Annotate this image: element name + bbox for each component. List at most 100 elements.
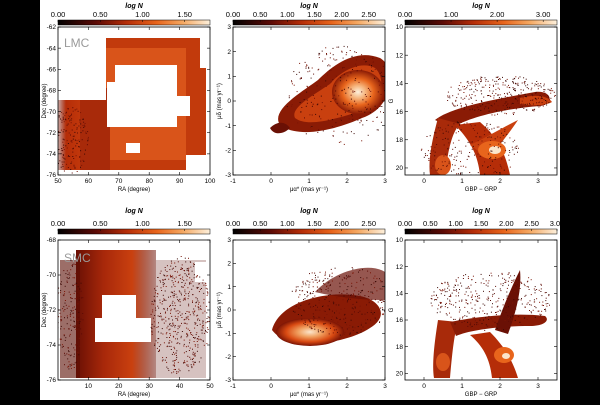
- speckle: [325, 80, 327, 82]
- speckle: [66, 353, 68, 355]
- speckle: [455, 306, 457, 308]
- speckle: [350, 88, 352, 90]
- speckle: [198, 309, 200, 311]
- speckle: [464, 320, 466, 322]
- speckle: [514, 78, 516, 80]
- speckle: [547, 303, 549, 304]
- speckle: [185, 351, 187, 353]
- speckle: [515, 314, 517, 316]
- speckle: [177, 361, 179, 363]
- speckle: [507, 298, 509, 299]
- speckle: [460, 89, 462, 91]
- speckle: [154, 344, 156, 346]
- speckle: [456, 97, 458, 99]
- speckle: [476, 80, 478, 81]
- speckle: [307, 280, 309, 282]
- speckle: [351, 105, 353, 107]
- speckle: [425, 155, 426, 157]
- speckle: [504, 95, 506, 97]
- speckle: [326, 286, 327, 288]
- y-tick-label: -1: [225, 331, 231, 338]
- speckle: [429, 135, 431, 137]
- speckle: [444, 282, 446, 284]
- colorbar-tick-label: 1.50: [307, 10, 322, 19]
- speckle: [309, 281, 311, 283]
- speckle: [545, 100, 546, 101]
- speckle: [174, 365, 175, 367]
- speckle: [499, 94, 501, 96]
- speckle: [378, 80, 380, 82]
- speckle: [459, 123, 461, 125]
- speckle: [319, 53, 321, 55]
- speckle: [307, 294, 309, 296]
- speckle: [346, 292, 348, 294]
- x-tick-label: 2: [345, 383, 349, 390]
- speckle: [483, 319, 484, 321]
- speckle: [157, 338, 159, 340]
- speckle: [73, 158, 75, 159]
- speckle: [361, 290, 363, 292]
- speckle: [382, 300, 384, 302]
- speckle: [175, 293, 177, 295]
- speckle: [181, 331, 183, 332]
- speckle: [447, 95, 449, 97]
- speckle: [359, 269, 361, 271]
- speckle: [447, 100, 449, 101]
- speckle: [73, 165, 75, 167]
- x-tick-label: 30: [146, 383, 154, 390]
- colorbar-tick-label: 1.00: [444, 10, 459, 19]
- speckle: [207, 293, 209, 295]
- speckle: [83, 124, 85, 126]
- speckle: [73, 347, 75, 349]
- speckle: [371, 291, 373, 293]
- speckle: [517, 84, 519, 86]
- speckle: [189, 314, 191, 316]
- speckle: [328, 64, 330, 66]
- speckle: [187, 293, 189, 295]
- speckle: [197, 314, 199, 316]
- speckle: [448, 163, 450, 165]
- speckle: [479, 156, 481, 157]
- speckle: [382, 314, 384, 316]
- speckle: [339, 319, 341, 321]
- speckle: [540, 288, 542, 290]
- speckle: [525, 96, 526, 97]
- speckle: [206, 294, 208, 296]
- speckle: [471, 307, 473, 309]
- speckle: [357, 110, 359, 112]
- speckle: [477, 295, 478, 297]
- speckle: [499, 78, 501, 80]
- speckle: [529, 104, 531, 106]
- colorbar-tick-label: 0.00: [398, 10, 413, 19]
- speckle: [523, 81, 525, 83]
- speckle: [196, 298, 198, 300]
- speckle: [324, 105, 326, 107]
- speckle: [196, 341, 198, 342]
- speckle: [74, 131, 76, 133]
- speckle: [184, 257, 186, 259]
- speckle: [334, 302, 336, 304]
- speckle: [458, 168, 460, 170]
- speckle: [349, 325, 351, 326]
- speckle: [168, 296, 169, 298]
- speckle: [502, 285, 504, 287]
- speckle: [371, 298, 373, 300]
- speckle: [355, 63, 357, 65]
- speckle: [332, 67, 334, 69]
- speckle: [193, 337, 194, 338]
- speckle: [295, 291, 297, 293]
- speckle: [68, 354, 70, 356]
- speckle: [526, 281, 528, 283]
- speckle: [360, 292, 362, 294]
- speckle: [66, 163, 67, 165]
- speckle: [446, 165, 448, 167]
- speckle: [74, 349, 76, 351]
- speckle: [199, 276, 201, 278]
- speckle: [158, 315, 160, 317]
- speckle: [66, 323, 68, 325]
- speckle: [171, 291, 173, 293]
- colorbar-title: log N: [125, 3, 143, 10]
- speckle: [334, 59, 336, 61]
- speckle: [71, 343, 72, 345]
- speckle: [350, 94, 352, 96]
